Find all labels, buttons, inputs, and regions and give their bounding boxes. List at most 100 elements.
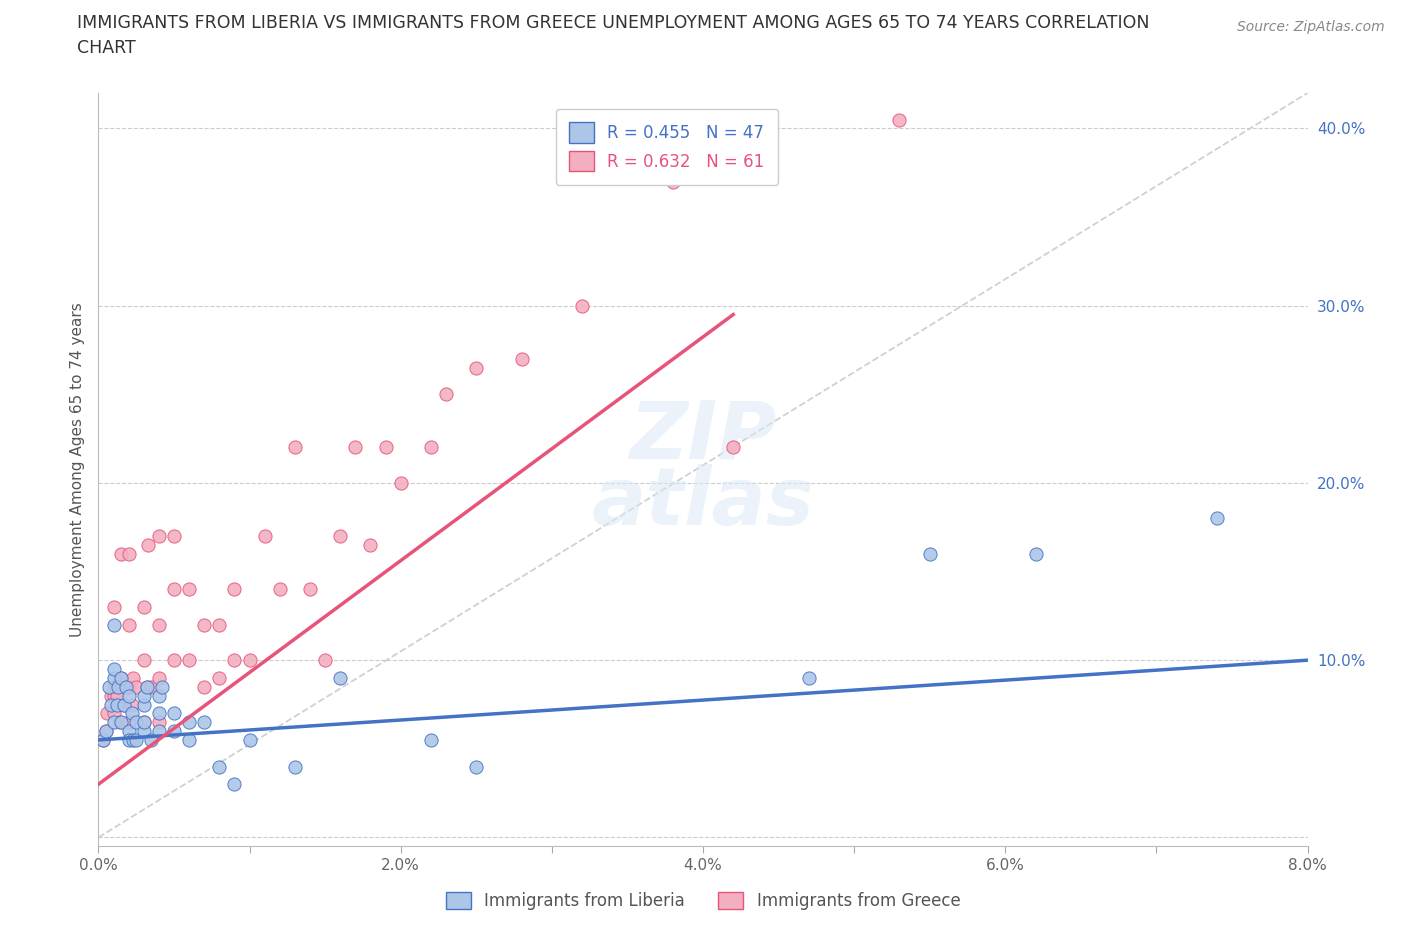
Point bbox=[100, 698, 122, 712]
Point bbox=[239, 653, 262, 668]
Point bbox=[148, 706, 170, 721]
Point bbox=[239, 733, 262, 748]
Point bbox=[132, 688, 155, 703]
Point bbox=[96, 706, 118, 721]
Point bbox=[299, 582, 322, 597]
Text: CHART: CHART bbox=[77, 39, 136, 57]
Point bbox=[141, 679, 163, 694]
Point bbox=[107, 679, 129, 694]
Point bbox=[108, 715, 131, 730]
Point bbox=[465, 360, 488, 375]
Point bbox=[114, 679, 136, 694]
Point bbox=[118, 618, 141, 632]
Point bbox=[329, 671, 352, 685]
Point bbox=[224, 582, 246, 597]
Point bbox=[121, 698, 143, 712]
Point bbox=[132, 715, 155, 730]
Point bbox=[112, 698, 135, 712]
Y-axis label: Unemployment Among Ages 65 to 74 years: Unemployment Among Ages 65 to 74 years bbox=[69, 302, 84, 637]
Point bbox=[132, 724, 155, 738]
Point bbox=[103, 671, 125, 685]
Point bbox=[163, 528, 186, 543]
Point bbox=[193, 679, 215, 694]
Point bbox=[103, 688, 125, 703]
Point bbox=[98, 679, 121, 694]
Point bbox=[118, 547, 141, 562]
Point bbox=[136, 538, 159, 552]
Point bbox=[132, 653, 155, 668]
Text: ZIP
atlas: ZIP atlas bbox=[592, 398, 814, 541]
Point bbox=[125, 679, 148, 694]
Text: IMMIGRANTS FROM LIBERIA VS IMMIGRANTS FROM GREECE UNEMPLOYMENT AMONG AGES 65 TO : IMMIGRANTS FROM LIBERIA VS IMMIGRANTS FR… bbox=[77, 14, 1150, 32]
Legend: R = 0.455   N = 47, R = 0.632   N = 61: R = 0.455 N = 47, R = 0.632 N = 61 bbox=[555, 109, 778, 184]
Point bbox=[284, 440, 307, 455]
Point bbox=[179, 582, 201, 597]
Point bbox=[284, 759, 307, 774]
Point bbox=[723, 440, 745, 455]
Point bbox=[141, 733, 163, 748]
Point bbox=[112, 698, 135, 712]
Point bbox=[179, 733, 201, 748]
Point bbox=[103, 679, 125, 694]
Point bbox=[110, 671, 132, 685]
Point bbox=[148, 715, 170, 730]
Point bbox=[91, 733, 114, 748]
Point bbox=[420, 440, 443, 455]
Point bbox=[148, 618, 170, 632]
Point bbox=[344, 440, 367, 455]
Point bbox=[110, 547, 132, 562]
Point bbox=[1206, 511, 1229, 525]
Point bbox=[100, 688, 122, 703]
Point bbox=[110, 715, 132, 730]
Point bbox=[125, 715, 148, 730]
Point bbox=[105, 688, 128, 703]
Text: Source: ZipAtlas.com: Source: ZipAtlas.com bbox=[1237, 20, 1385, 34]
Point bbox=[132, 715, 155, 730]
Point bbox=[103, 715, 125, 730]
Point bbox=[150, 679, 173, 694]
Point bbox=[208, 759, 231, 774]
Point bbox=[94, 724, 117, 738]
Point bbox=[179, 715, 201, 730]
Point bbox=[125, 733, 148, 748]
Point bbox=[148, 688, 170, 703]
Point bbox=[208, 618, 231, 632]
Point bbox=[797, 671, 820, 685]
Point bbox=[661, 174, 683, 189]
Point bbox=[889, 113, 911, 127]
Point bbox=[110, 671, 132, 685]
Point bbox=[103, 618, 125, 632]
Point bbox=[135, 679, 157, 694]
Point bbox=[193, 618, 215, 632]
Point bbox=[224, 653, 246, 668]
Point bbox=[148, 528, 170, 543]
Point bbox=[571, 299, 593, 313]
Point bbox=[91, 733, 114, 748]
Point bbox=[389, 475, 412, 490]
Point bbox=[103, 600, 125, 615]
Point bbox=[163, 724, 186, 738]
Point bbox=[420, 733, 443, 748]
Point bbox=[118, 679, 141, 694]
Point bbox=[103, 661, 125, 676]
Point bbox=[163, 653, 186, 668]
Point bbox=[314, 653, 336, 668]
Point bbox=[132, 698, 155, 712]
Point bbox=[510, 352, 533, 366]
Point bbox=[224, 777, 246, 791]
Point bbox=[114, 679, 136, 694]
Point bbox=[163, 706, 186, 721]
Point bbox=[103, 706, 125, 721]
Point bbox=[253, 528, 276, 543]
Point bbox=[374, 440, 396, 455]
Point bbox=[132, 600, 155, 615]
Legend: Immigrants from Liberia, Immigrants from Greece: Immigrants from Liberia, Immigrants from… bbox=[439, 885, 967, 917]
Point bbox=[135, 679, 157, 694]
Point bbox=[148, 671, 170, 685]
Point bbox=[118, 733, 141, 748]
Point bbox=[434, 387, 457, 402]
Point bbox=[118, 715, 141, 730]
Point bbox=[208, 671, 231, 685]
Point bbox=[329, 528, 352, 543]
Point bbox=[465, 759, 488, 774]
